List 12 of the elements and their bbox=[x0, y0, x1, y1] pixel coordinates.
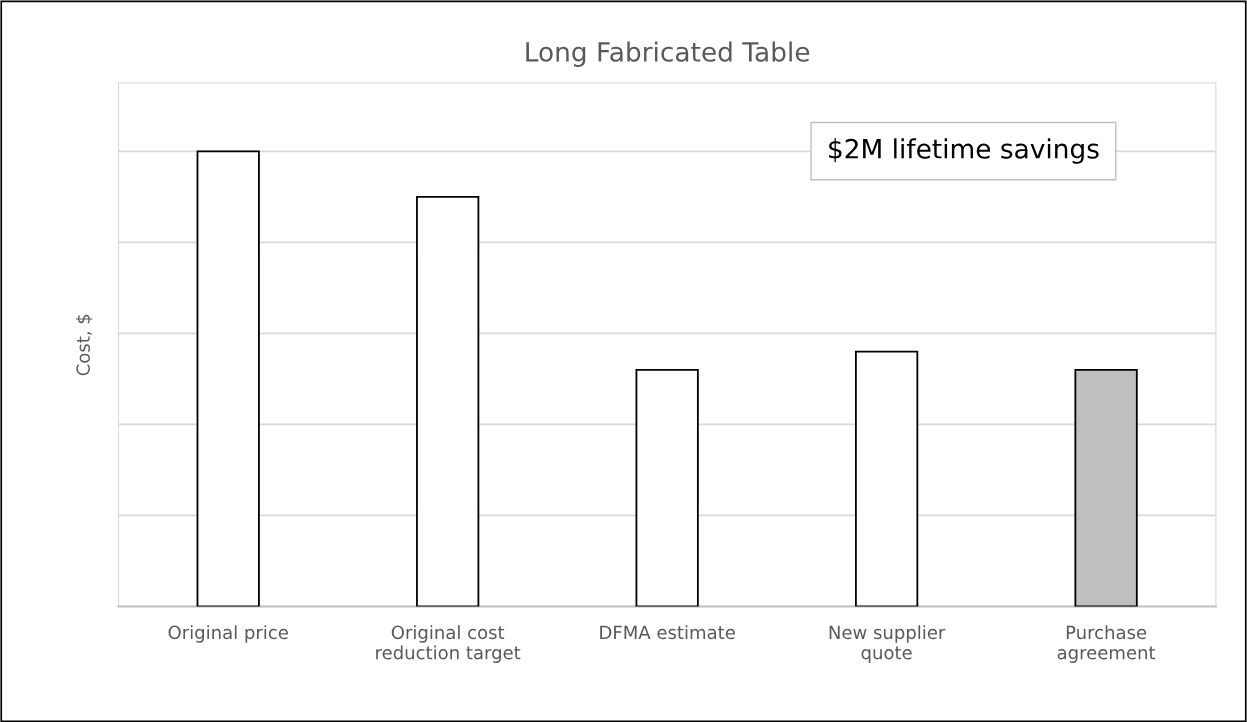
x-tick-label: New supplier quote bbox=[829, 625, 946, 663]
x-tick-label: DFMA estimate bbox=[600, 625, 735, 640]
x-tick-label: Purchase agreement bbox=[1057, 625, 1156, 663]
bar bbox=[196, 150, 260, 607]
chart-title: Long Fabricated Table bbox=[526, 41, 810, 67]
bar bbox=[635, 368, 699, 607]
bar bbox=[416, 195, 480, 607]
y-axis-title: Cost, $ bbox=[75, 314, 93, 376]
x-tick-label: Original price bbox=[168, 625, 288, 643]
x-tick-label: Original cost reduction target bbox=[376, 625, 521, 663]
annotation: $2M lifetime savings bbox=[829, 138, 1099, 164]
bar bbox=[854, 350, 919, 607]
